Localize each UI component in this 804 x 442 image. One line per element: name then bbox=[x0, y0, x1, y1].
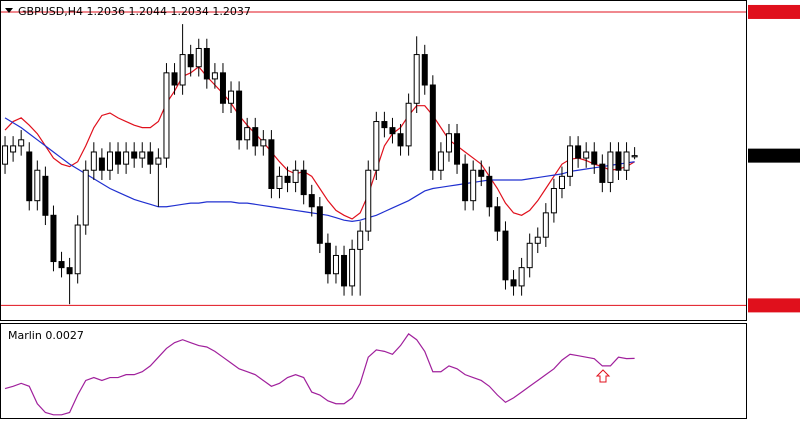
candle-body bbox=[542, 212, 549, 238]
candle-body bbox=[583, 151, 590, 159]
candle-body bbox=[195, 47, 202, 68]
candle-body bbox=[252, 127, 259, 147]
marks-layer bbox=[1, 11, 746, 416]
candle-body bbox=[437, 151, 444, 171]
candle-body bbox=[389, 127, 396, 135]
candle-body bbox=[260, 139, 267, 147]
candle-body bbox=[332, 254, 339, 275]
candle-body bbox=[131, 151, 138, 159]
candle-body bbox=[518, 267, 525, 287]
candle-body bbox=[34, 169, 41, 202]
candle-body bbox=[236, 90, 243, 141]
candle-body bbox=[187, 54, 194, 68]
candle-body bbox=[502, 230, 509, 281]
candle-body bbox=[365, 169, 372, 232]
candle-body bbox=[607, 151, 614, 183]
candle-body bbox=[203, 47, 210, 80]
candle-body bbox=[324, 242, 331, 275]
candle-body bbox=[82, 169, 89, 226]
candle-body bbox=[171, 72, 178, 86]
candle-body bbox=[462, 163, 469, 202]
candle-body bbox=[615, 151, 622, 171]
candle-body bbox=[575, 145, 582, 159]
candle-body bbox=[219, 72, 226, 104]
frame-layer bbox=[0, 0, 747, 419]
candle-body bbox=[445, 133, 452, 153]
last-price-box bbox=[748, 148, 800, 163]
candle-body bbox=[526, 242, 533, 269]
candle-body bbox=[163, 72, 170, 159]
candle-body bbox=[341, 254, 348, 287]
main-panel-frame bbox=[0, 0, 747, 321]
candle-body bbox=[155, 157, 162, 165]
candle-body bbox=[591, 151, 598, 165]
signal-arrow bbox=[595, 369, 611, 383]
candle-body bbox=[50, 214, 57, 263]
candle-body bbox=[413, 54, 420, 104]
candle-body bbox=[534, 236, 541, 244]
candle-body bbox=[74, 224, 81, 275]
candle-body bbox=[349, 248, 356, 287]
candle-body bbox=[567, 145, 574, 177]
candle-body bbox=[42, 175, 49, 216]
text-layer: GBPUSD,H4 1.2036 1.2044 1.2034 1.2037 Ma… bbox=[8, 4, 800, 342]
candle-body bbox=[18, 139, 25, 147]
candle-body bbox=[470, 169, 477, 202]
candle-body bbox=[510, 279, 517, 287]
candle-body bbox=[429, 84, 436, 171]
candle-body bbox=[300, 169, 307, 196]
moving-average bbox=[4, 65, 635, 220]
candle-body bbox=[292, 169, 299, 183]
candle-body bbox=[421, 54, 428, 86]
indicator-panel-frame bbox=[0, 323, 747, 419]
candle-body bbox=[98, 157, 105, 171]
candle-body bbox=[123, 151, 130, 165]
candle-body bbox=[623, 151, 630, 171]
candle-body bbox=[316, 206, 323, 244]
candle-body bbox=[179, 54, 186, 86]
candle-body bbox=[308, 194, 315, 208]
candle-body bbox=[276, 175, 283, 190]
candle-body bbox=[244, 127, 251, 141]
candle-body bbox=[454, 133, 461, 165]
candle-body bbox=[139, 151, 146, 159]
title-arrow-icon bbox=[5, 8, 13, 13]
indicator-title: Marlin 0.0027 bbox=[8, 329, 84, 342]
candle-body bbox=[478, 169, 485, 177]
candle-body bbox=[373, 121, 380, 171]
level-label-box bbox=[748, 4, 800, 19]
candle-body bbox=[558, 175, 565, 190]
candle-body bbox=[228, 90, 235, 104]
candle-body bbox=[284, 175, 291, 183]
candle-body bbox=[381, 121, 388, 129]
candle-body bbox=[211, 72, 218, 80]
level-label-box bbox=[748, 298, 800, 313]
candle-body bbox=[10, 145, 17, 153]
candle-body bbox=[550, 188, 557, 214]
candle-body bbox=[58, 261, 65, 269]
candle-body bbox=[2, 145, 9, 165]
candle-body bbox=[26, 151, 33, 202]
candle-body bbox=[486, 175, 493, 208]
candle-body bbox=[494, 206, 501, 232]
candle-body bbox=[357, 230, 364, 250]
chart-title: GBPUSD,H4 1.2036 1.2044 1.2034 1.2037 bbox=[18, 5, 251, 18]
candle-body bbox=[90, 151, 97, 171]
candle-body bbox=[397, 133, 404, 147]
candle-body bbox=[66, 267, 73, 275]
candle-body bbox=[268, 139, 275, 190]
candle-body bbox=[631, 155, 638, 158]
candle-body bbox=[599, 163, 606, 183]
candle-body bbox=[106, 151, 113, 171]
candle-body bbox=[115, 151, 122, 165]
indicator-line bbox=[4, 333, 635, 416]
candle-body bbox=[405, 102, 412, 147]
candle-body bbox=[147, 151, 154, 165]
